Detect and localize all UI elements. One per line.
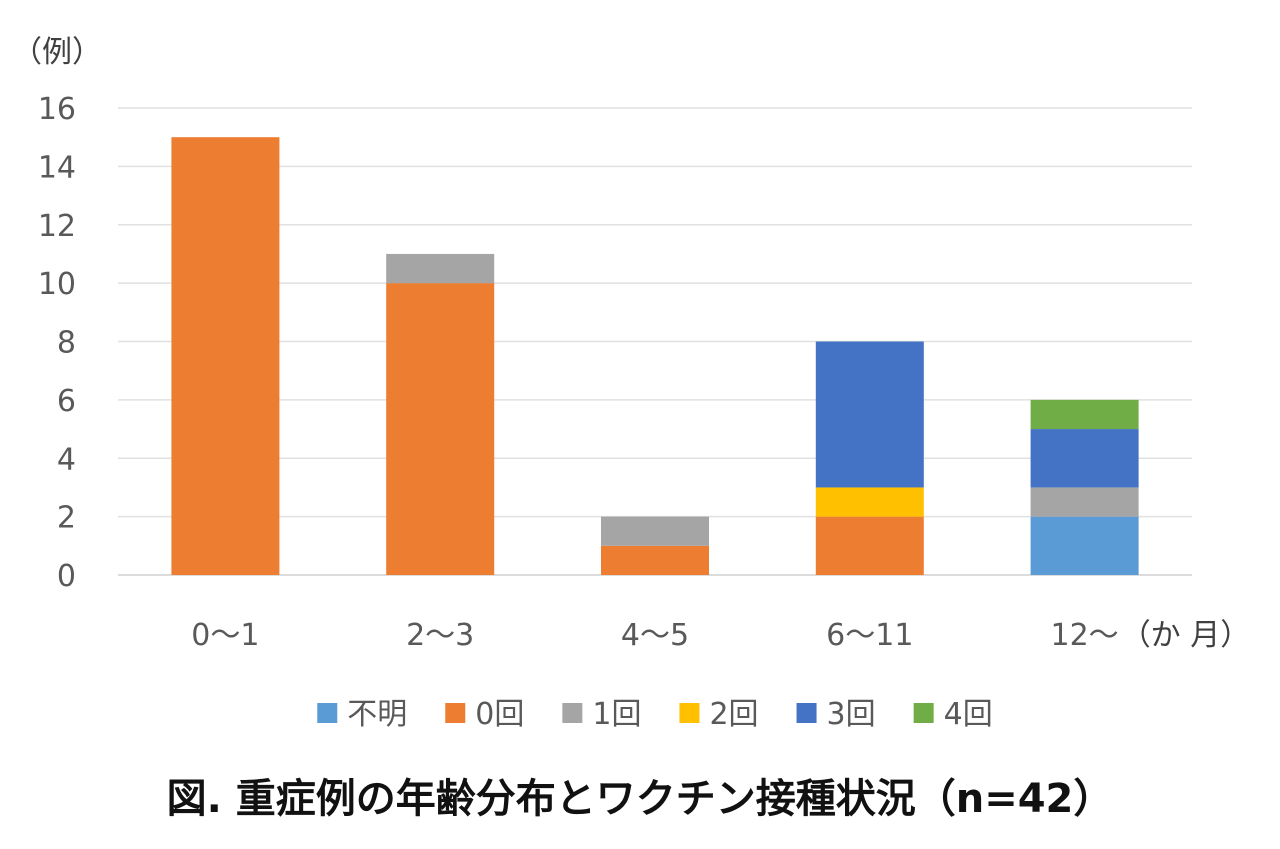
legend-swatch (796, 703, 817, 723)
legend-swatch (562, 703, 583, 723)
y-tick-label: 0 (57, 559, 76, 594)
bar-segment (815, 487, 924, 517)
bar-segment (1030, 487, 1139, 517)
y-tick-label: 12 (38, 209, 76, 244)
bar-segment (1030, 399, 1139, 430)
y-tick-label: 6 (57, 384, 76, 419)
legend-label: 3回 (827, 697, 876, 732)
bar-segment (815, 341, 924, 488)
y-tick-label: 14 (38, 150, 76, 185)
legend-swatch (317, 703, 338, 723)
legend-swatch (445, 703, 466, 723)
x-category-label: 2〜3 (406, 618, 474, 653)
chart-caption: 図. 重症例の年齢分布とワクチン接種状況（n=42） (167, 776, 1114, 822)
bar-segment (386, 283, 495, 575)
legend-label: 4回 (944, 697, 993, 732)
bar-segment (1030, 516, 1139, 575)
y-axis-ticks: 0 2 4 6 8 10 12 14 16 (38, 92, 76, 594)
x-unit-label: （か 月） (1121, 618, 1251, 653)
x-category-label: 6〜11 (826, 618, 913, 653)
bar-segment (171, 137, 280, 575)
bar-segment (601, 516, 709, 546)
legend-label: 不明 (347, 697, 407, 732)
x-category-label: 4〜5 (621, 618, 689, 653)
x-category-label: 12〜 (1051, 618, 1119, 653)
y-tick-label: 10 (38, 267, 76, 302)
bars (171, 137, 1139, 575)
y-tick-label: 4 (57, 442, 76, 477)
gridlines (118, 107, 1192, 576)
y-tick-label: 8 (57, 326, 76, 361)
legend-swatch (679, 703, 700, 723)
bar-segment (815, 516, 924, 575)
x-axis-categories: 0〜1 2〜3 4〜5 6〜11 12〜 （か 月） (191, 618, 1250, 653)
legend-label: 0回 (475, 697, 524, 732)
y-unit-label: （例） (12, 35, 102, 70)
x-category-label: 0〜1 (191, 618, 259, 653)
y-tick-label: 2 (57, 501, 76, 536)
legend-swatch (913, 703, 934, 723)
legend-label: 2回 (709, 697, 758, 732)
bar-segment (601, 545, 709, 575)
legend-label: 1回 (592, 697, 641, 732)
bar-segment (386, 253, 495, 284)
y-tick-label: 16 (38, 92, 76, 127)
legend: 不明 0回 1回 2回 3回 4回 (317, 697, 993, 732)
bar-segment (1030, 429, 1139, 488)
